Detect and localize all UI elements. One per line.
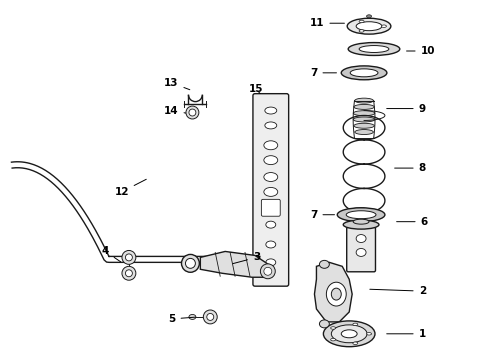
Ellipse shape (367, 333, 371, 335)
Ellipse shape (125, 254, 132, 261)
FancyBboxPatch shape (347, 227, 375, 272)
Text: 2: 2 (370, 286, 426, 296)
Ellipse shape (326, 282, 346, 306)
Ellipse shape (341, 66, 387, 80)
Ellipse shape (125, 270, 132, 277)
Ellipse shape (354, 104, 374, 109)
Ellipse shape (355, 130, 373, 135)
Ellipse shape (350, 69, 378, 77)
Ellipse shape (122, 266, 136, 280)
Ellipse shape (122, 251, 136, 264)
Text: 8: 8 (394, 163, 426, 173)
Text: 6: 6 (396, 217, 428, 227)
FancyBboxPatch shape (253, 94, 289, 286)
Text: 10: 10 (407, 46, 435, 56)
Text: 11: 11 (310, 18, 344, 28)
FancyBboxPatch shape (261, 199, 280, 216)
Text: 9: 9 (387, 104, 426, 113)
Ellipse shape (181, 255, 199, 272)
Ellipse shape (359, 20, 364, 23)
Ellipse shape (359, 30, 364, 32)
Ellipse shape (367, 15, 371, 18)
Ellipse shape (337, 208, 385, 222)
Polygon shape (315, 262, 352, 322)
Ellipse shape (346, 211, 376, 219)
Ellipse shape (348, 42, 400, 55)
Text: 3: 3 (233, 252, 260, 264)
Ellipse shape (341, 330, 357, 338)
Text: 13: 13 (164, 78, 190, 90)
Text: 7: 7 (310, 210, 335, 220)
Ellipse shape (331, 327, 336, 329)
Ellipse shape (189, 109, 196, 116)
Ellipse shape (331, 338, 336, 341)
Ellipse shape (264, 188, 278, 196)
Text: 12: 12 (114, 179, 147, 197)
Ellipse shape (186, 106, 199, 119)
Ellipse shape (331, 325, 367, 343)
Ellipse shape (353, 342, 358, 345)
Ellipse shape (353, 111, 375, 116)
Ellipse shape (189, 314, 196, 319)
Ellipse shape (264, 141, 278, 150)
Text: 4: 4 (102, 247, 121, 262)
Ellipse shape (356, 248, 366, 256)
Ellipse shape (319, 260, 329, 268)
Ellipse shape (264, 172, 278, 181)
Text: 7: 7 (310, 68, 337, 78)
Bar (357, 222, 365, 224)
Polygon shape (200, 251, 270, 277)
Ellipse shape (265, 122, 277, 129)
Ellipse shape (381, 25, 387, 27)
Ellipse shape (266, 259, 276, 266)
Ellipse shape (264, 156, 278, 165)
Ellipse shape (323, 321, 375, 347)
Ellipse shape (353, 323, 358, 325)
Text: 14: 14 (164, 105, 186, 116)
Ellipse shape (266, 241, 276, 248)
Ellipse shape (203, 310, 217, 324)
Ellipse shape (347, 18, 391, 34)
Ellipse shape (266, 221, 276, 228)
Ellipse shape (353, 117, 375, 122)
Ellipse shape (260, 264, 275, 279)
Ellipse shape (264, 267, 272, 275)
Ellipse shape (356, 235, 366, 243)
Ellipse shape (265, 107, 277, 114)
Ellipse shape (353, 219, 369, 224)
Ellipse shape (207, 314, 214, 320)
Ellipse shape (355, 98, 373, 103)
Text: 5: 5 (168, 314, 196, 324)
Ellipse shape (319, 320, 329, 328)
Ellipse shape (356, 22, 382, 31)
Ellipse shape (185, 258, 196, 268)
Ellipse shape (343, 220, 379, 229)
Text: 15: 15 (248, 84, 263, 94)
Ellipse shape (359, 46, 389, 53)
Ellipse shape (331, 288, 341, 300)
Text: 1: 1 (387, 329, 426, 339)
Ellipse shape (354, 123, 374, 128)
